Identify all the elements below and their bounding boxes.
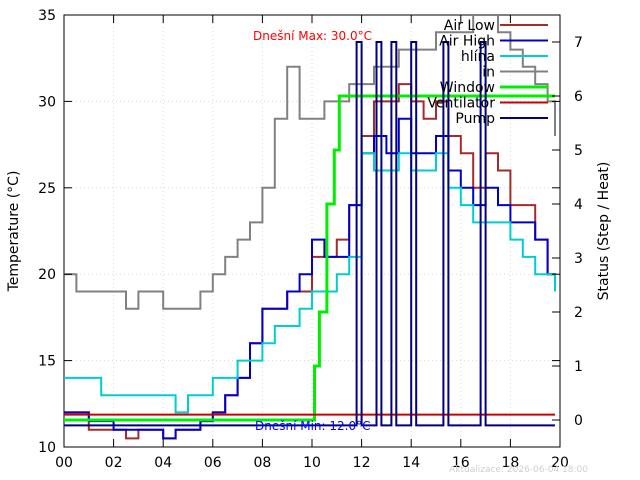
legend-label: Window xyxy=(440,80,495,96)
y-tick-label: 15 xyxy=(38,354,56,370)
y-tick-label: 10 xyxy=(38,440,56,456)
y2-tick-label: 2 xyxy=(574,305,583,321)
legend-label: Air High xyxy=(439,34,495,50)
legend-label: Air Low xyxy=(444,18,495,34)
y2-tick-label: 1 xyxy=(574,359,583,375)
y-tick-label: 20 xyxy=(38,267,56,283)
y2-tick-label: 0 xyxy=(574,413,583,429)
legend-label: Ventilator xyxy=(427,96,495,112)
update-stamp: Aktualizace: 2026-06-04 18:00 xyxy=(449,465,588,475)
x-tick-label: 08 xyxy=(253,455,271,471)
x-tick-label: 06 xyxy=(204,455,222,471)
y2-tick-label: 3 xyxy=(574,251,583,267)
x-tick-label: 02 xyxy=(105,455,123,471)
legend-label: in xyxy=(482,65,495,81)
min-annotation: Dnešní Min: 12.0°C xyxy=(255,419,370,433)
x-tick-label: 18 xyxy=(501,455,519,471)
series-line-window xyxy=(64,94,555,422)
x-tick-label: 12 xyxy=(353,455,371,471)
series-line-in xyxy=(64,14,556,310)
y2-tick-label: 5 xyxy=(574,143,583,159)
legend-label: hlína xyxy=(461,49,495,65)
y-tick-label: 30 xyxy=(38,94,56,110)
y-tick-label: 35 xyxy=(38,8,56,24)
y2-tick-label: 7 xyxy=(574,35,583,51)
x-tick-label: 00 xyxy=(55,455,73,471)
x-tick-label: 10 xyxy=(303,455,321,471)
series-layer xyxy=(64,14,556,440)
series-line-hl-na xyxy=(64,152,556,414)
max-annotation: Dnešní Max: 30.0°C xyxy=(253,29,372,43)
series-line-pump xyxy=(64,41,555,427)
legend-label: Pump xyxy=(455,111,495,127)
y2-tick-label: 6 xyxy=(574,89,583,105)
y-tick-label: 25 xyxy=(38,181,56,197)
y2-tick-label: 4 xyxy=(574,197,583,213)
x-tick-label: 20 xyxy=(551,455,569,471)
x-tick-label: 04 xyxy=(154,455,172,471)
y-axis-title: Temperature (°C) xyxy=(6,171,22,293)
x-tick-label: 16 xyxy=(452,455,470,471)
x-tick-label: 14 xyxy=(402,455,420,471)
y2-axis-title: Status (Step / Heat) xyxy=(596,162,612,301)
